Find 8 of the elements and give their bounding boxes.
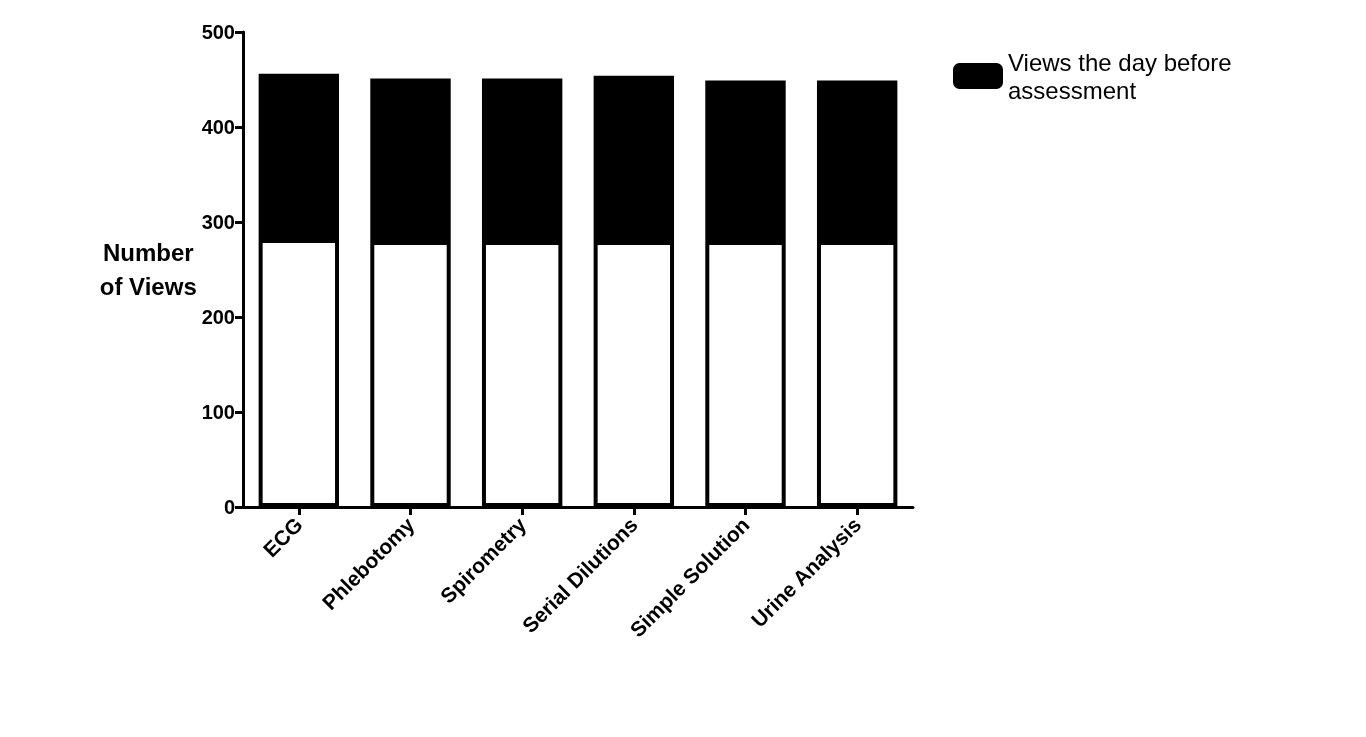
- y-tick-label: 500: [201, 21, 235, 43]
- y-tick-label: 100: [201, 401, 235, 423]
- legend-label: Views the day before assessment: [1008, 48, 1232, 104]
- y-tick-label: 200: [201, 306, 235, 328]
- y-tick-label: 0: [223, 496, 235, 518]
- y-tick-label: 400: [201, 116, 235, 138]
- y-axis-title: Number of Views: [99, 239, 197, 300]
- y-tick-label: 300: [201, 211, 235, 233]
